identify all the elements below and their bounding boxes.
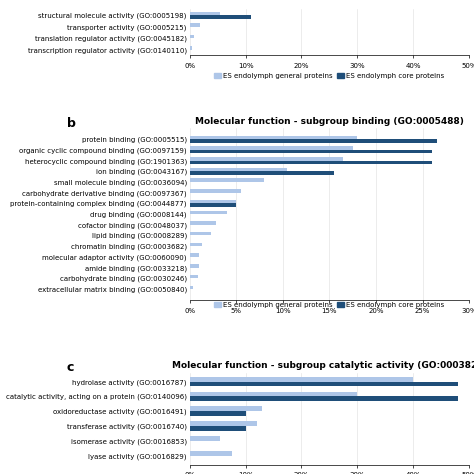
Bar <box>190 221 216 225</box>
Bar <box>190 46 192 50</box>
Bar <box>190 285 193 289</box>
Bar <box>190 426 246 431</box>
Bar <box>190 161 432 164</box>
Bar <box>190 377 413 382</box>
Bar <box>190 406 262 411</box>
Bar <box>190 157 343 161</box>
Bar <box>190 264 199 267</box>
Bar <box>190 11 220 15</box>
Bar <box>190 171 334 174</box>
Bar <box>190 23 200 27</box>
Bar <box>190 35 194 38</box>
Bar <box>190 275 198 278</box>
Bar <box>190 200 236 203</box>
Bar <box>190 150 432 153</box>
Legend: ES endolymph general proteins, ES endolymph core proteins: ES endolymph general proteins, ES endoly… <box>211 299 447 310</box>
Bar <box>190 210 227 214</box>
Bar <box>190 168 287 171</box>
Legend: ES endolymph general proteins, ES endolymph core proteins: ES endolymph general proteins, ES endoly… <box>211 70 447 82</box>
Bar <box>190 396 458 401</box>
Bar <box>190 421 257 426</box>
Bar <box>190 411 246 416</box>
Bar <box>190 232 211 236</box>
Bar <box>190 254 199 257</box>
Bar <box>190 436 220 441</box>
Text: c: c <box>66 361 74 374</box>
Bar <box>190 136 357 139</box>
Bar <box>190 203 236 207</box>
Title: Molecular function - subgroup binding (GO:0005488): Molecular function - subgroup binding (G… <box>195 117 464 126</box>
Bar <box>190 451 232 456</box>
Bar <box>190 392 357 396</box>
Title: Molecular function - subgroup catalytic activity (GO:0003824): Molecular function - subgroup catalytic … <box>172 362 474 370</box>
Bar <box>190 146 353 150</box>
Bar <box>190 179 264 182</box>
Bar <box>190 243 202 246</box>
Bar <box>190 139 437 143</box>
Bar <box>190 382 458 386</box>
Text: b: b <box>66 118 75 130</box>
Bar <box>190 189 241 192</box>
Bar <box>190 15 251 19</box>
